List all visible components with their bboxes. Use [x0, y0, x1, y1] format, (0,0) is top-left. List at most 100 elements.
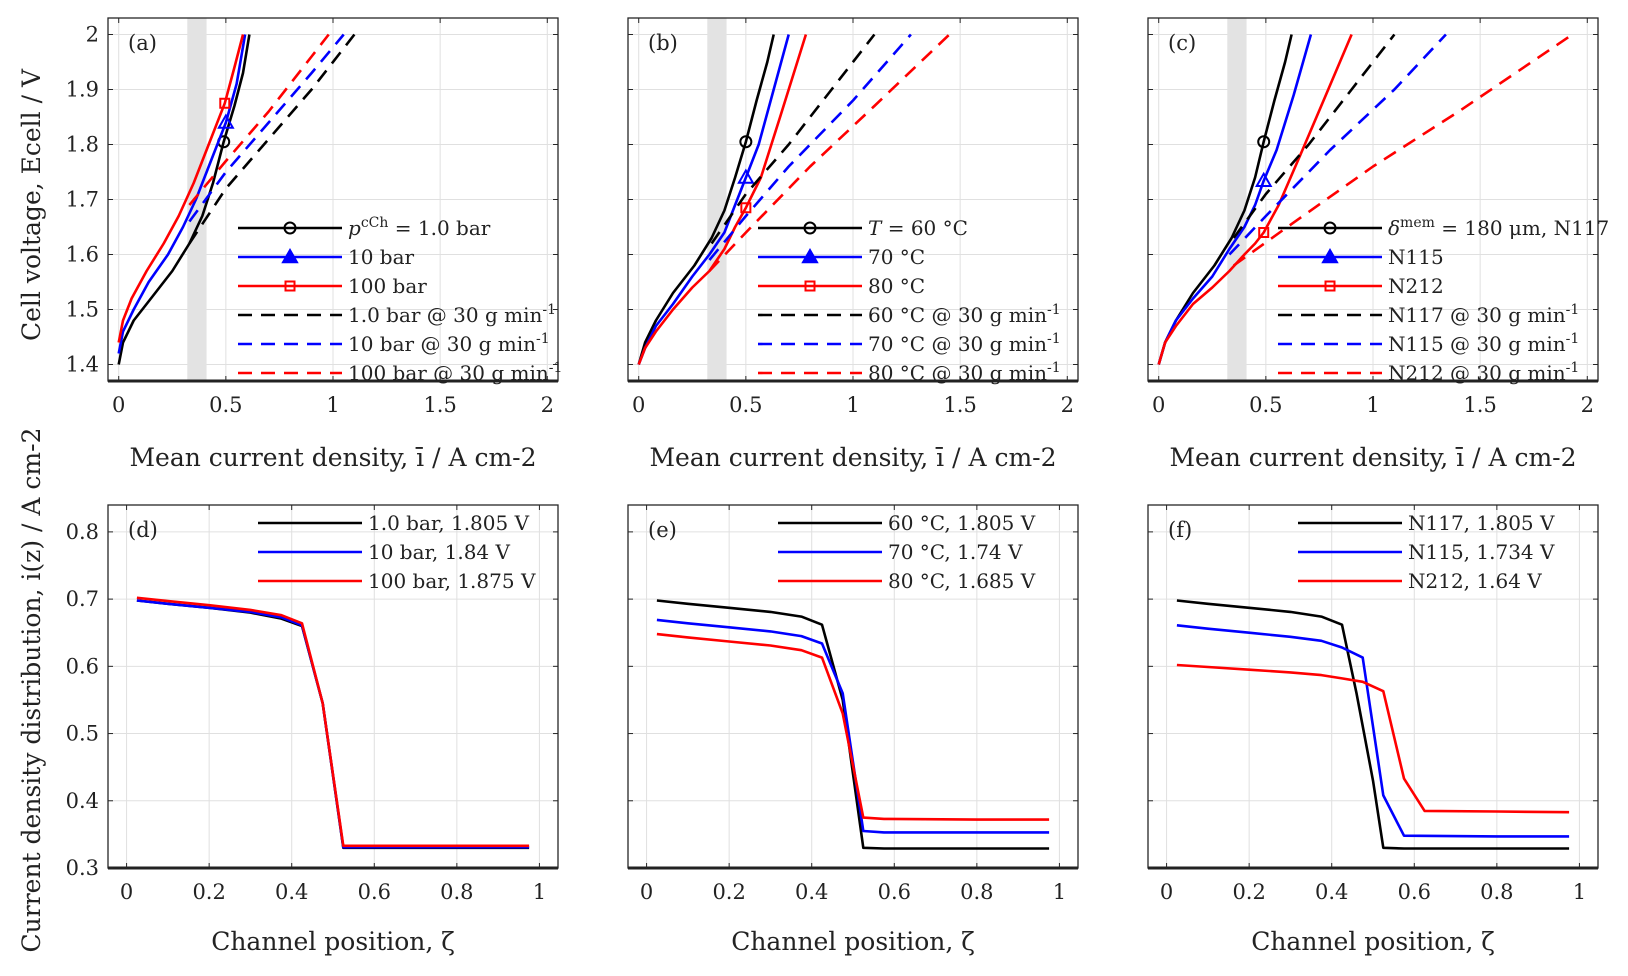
xlabel-b: Mean current density, ī / A cm-2 [649, 443, 1056, 472]
series-line-f-2 [1176, 663, 1570, 814]
panel-e: 0 0.2 0.4 0.6 0.8 1 (e) 60 °C, 1.805 V 70 °C, 1.… [627, 504, 1079, 904]
xlabel-e: Channel position, ζ [731, 927, 975, 956]
series-line-f-0 [1176, 599, 1570, 850]
legend-label-a-1: 10 bar [348, 245, 415, 269]
panel-d: 0 0.2 0.4 0.6 0.8 1 0.3 0.4 0.5 0.6 0.7 0.8 (d) 1.0 b… [66, 504, 559, 904]
legend-text-d-0: 1.0 bar, 1.805 V [368, 511, 530, 535]
series-group-a [117, 33, 356, 365]
x-tick-label-a-2: 1 [326, 393, 339, 417]
panel-label-e: (e) [648, 518, 677, 542]
series-line-a-5 [188, 33, 330, 206]
legend-label-c-0: δ [1388, 216, 1400, 240]
ylabel-a: Cell voltage, Ecell / V [17, 68, 46, 341]
series-marker-b-1-0 [737, 168, 755, 184]
legend-text-e-1: 70 °C, 1.74 V [888, 540, 1023, 564]
legend-text-c-2: N212 [1388, 274, 1444, 298]
panel-label-a: (a) [128, 31, 157, 55]
legend-text-a-5: 100 bar @ 30 g min-1 [348, 360, 562, 385]
legend-text-b-5: 80 °C @ 30 g min-1 [868, 360, 1061, 385]
x-tick-label-f-3: 0.6 [1398, 880, 1431, 904]
x-tick-label-e-4: 0.8 [960, 880, 993, 904]
legend-marker-b-2 [804, 280, 816, 292]
legend-sup-a-4: -1 [536, 331, 550, 347]
series-line-d-2 [136, 596, 530, 848]
panel-c: 0 0.5 1 1.5 2 (c) δmem = 180 μm, N117 N115 N212 N… [1147, 17, 1609, 417]
legend-sup-c-4: -1 [1566, 331, 1580, 347]
series-line-b-0 [637, 34, 775, 365]
legend-c: δmem = 180 μm, N117 N115 N212 N117 @ 30 g m… [1278, 215, 1609, 385]
panel-b: 0 0.5 1 1.5 2 (b) T = 60 °C 70 °C 80 °C 60 °C @ 3… [627, 17, 1079, 417]
legend-rest-b-0: = 60 °C [881, 216, 968, 240]
legend-label-a-5: 100 bar @ 30 g min [348, 361, 549, 385]
legend-marker-c-2 [1324, 280, 1336, 292]
x-tick-label-f-5: 1 [1573, 880, 1586, 904]
x-tick-label-a-1: 0.5 [209, 393, 242, 417]
legend-marker-b-1 [801, 247, 819, 264]
y-tick-label-a-1: 1.5 [66, 298, 99, 322]
series-line-b-1 [637, 34, 790, 365]
series-marker-c-2-0 [1258, 227, 1270, 238]
legend-text-c-3: N117 @ 30 g min-1 [1388, 302, 1579, 327]
series-line-d-0 [136, 599, 530, 850]
y-tick-label-d-2: 0.5 [66, 722, 99, 746]
ylabel-d: Current density distribution, i(z) / A c… [17, 428, 46, 953]
y-tick-label-d-1: 0.4 [66, 789, 99, 813]
y-tick-label-d-0: 0.3 [66, 856, 99, 880]
legend-label-d-1: 10 bar, 1.84 V [368, 540, 511, 564]
legend-sup-a-5: -1 [549, 360, 563, 376]
legend-text-b-2: 80 °C [868, 274, 925, 298]
x-tick-label-e-0: 0 [640, 880, 653, 904]
legend-f: N117, 1.805 V N115, 1.734 V N212, 1.64 V [1298, 511, 1555, 593]
legend-b: T = 60 °C70 °C80 °C60 °C @ 30 g min-170 … [758, 216, 1061, 385]
x-tick-label-d-4: 0.8 [440, 880, 473, 904]
legend-sup-b-3: -1 [1047, 302, 1061, 318]
series-line-a-2 [117, 34, 245, 343]
legend-text-c-0: δmem = 180 μm, N117 [1388, 215, 1609, 240]
legend-text-b-3: 60 °C @ 30 g min-1 [868, 302, 1061, 327]
legend-label-d-0: 1.0 bar, 1.805 V [368, 511, 530, 535]
legend-label-d-2: 100 bar, 1.875 V [368, 569, 536, 593]
series-marker-a-1-0 [217, 113, 235, 129]
series-group-b [637, 33, 951, 365]
series-line-c-5 [1232, 33, 1574, 267]
panel-label-f: (f) [1168, 518, 1192, 542]
xlabel-f: Channel position, ζ [1251, 927, 1495, 956]
y-tick-label-d-3: 0.6 [66, 654, 99, 678]
legend-text-c-1: N115 [1388, 245, 1444, 269]
series-line-c-2 [1157, 33, 1353, 365]
panel-label-b: (b) [648, 31, 678, 55]
series-line-e-1 [656, 618, 1050, 834]
legend-label-b-5: 80 °C @ 30 g min [868, 361, 1047, 385]
series-line-a-1 [117, 34, 247, 354]
legend-text-b-4: 70 °C @ 30 g min-1 [868, 331, 1061, 356]
legend-label-a-4: 10 bar @ 30 g min [348, 332, 536, 356]
x-tick-label-f-4: 0.8 [1480, 880, 1513, 904]
legend-marker-a-2 [284, 280, 296, 292]
x-tick-label-c-1: 0.5 [1249, 393, 1282, 417]
series-marker-c-0-0 [1257, 135, 1271, 149]
series-marker-b-2-0 [740, 202, 752, 214]
panel-f: 0 0.2 0.4 0.6 0.8 1 (f) N117, 1.805 V N115, 1.73… [1147, 504, 1599, 904]
legend-label-f-2: N212, 1.64 V [1408, 569, 1542, 593]
panel-label-d: (d) [128, 518, 158, 542]
legend-text-a-0: pcCh = 1.0 bar [348, 215, 491, 240]
legend-label-b-2: 80 °C [868, 274, 925, 298]
x-tick-label-c-3: 1.5 [1463, 393, 1496, 417]
legend-sup-a-0: cCh [361, 215, 389, 231]
legend-label-b-1: 70 °C [868, 245, 925, 269]
panel-label-c: (c) [1168, 31, 1196, 55]
xlabel-a: Mean current density, ī / A cm-2 [129, 443, 536, 472]
legend-text-e-2: 80 °C, 1.685 V [888, 569, 1036, 593]
series-marker-c-1-0 [1254, 171, 1273, 188]
legend-text-a-1: 10 bar [348, 245, 415, 269]
series-line-b-3 [710, 33, 876, 245]
legend-label-a-2: 100 bar [348, 274, 427, 298]
x-tick-label-b-2: 1 [846, 393, 859, 417]
legend-label-f-1: N115, 1.734 V [1408, 540, 1555, 564]
x-tick-label-c-0: 0 [1152, 393, 1165, 417]
legend-sup-a-3: -1 [542, 302, 556, 318]
series-line-e-2 [656, 632, 1050, 821]
legend-text-d-1: 10 bar, 1.84 V [368, 540, 511, 564]
series-line-a-4 [188, 33, 345, 223]
